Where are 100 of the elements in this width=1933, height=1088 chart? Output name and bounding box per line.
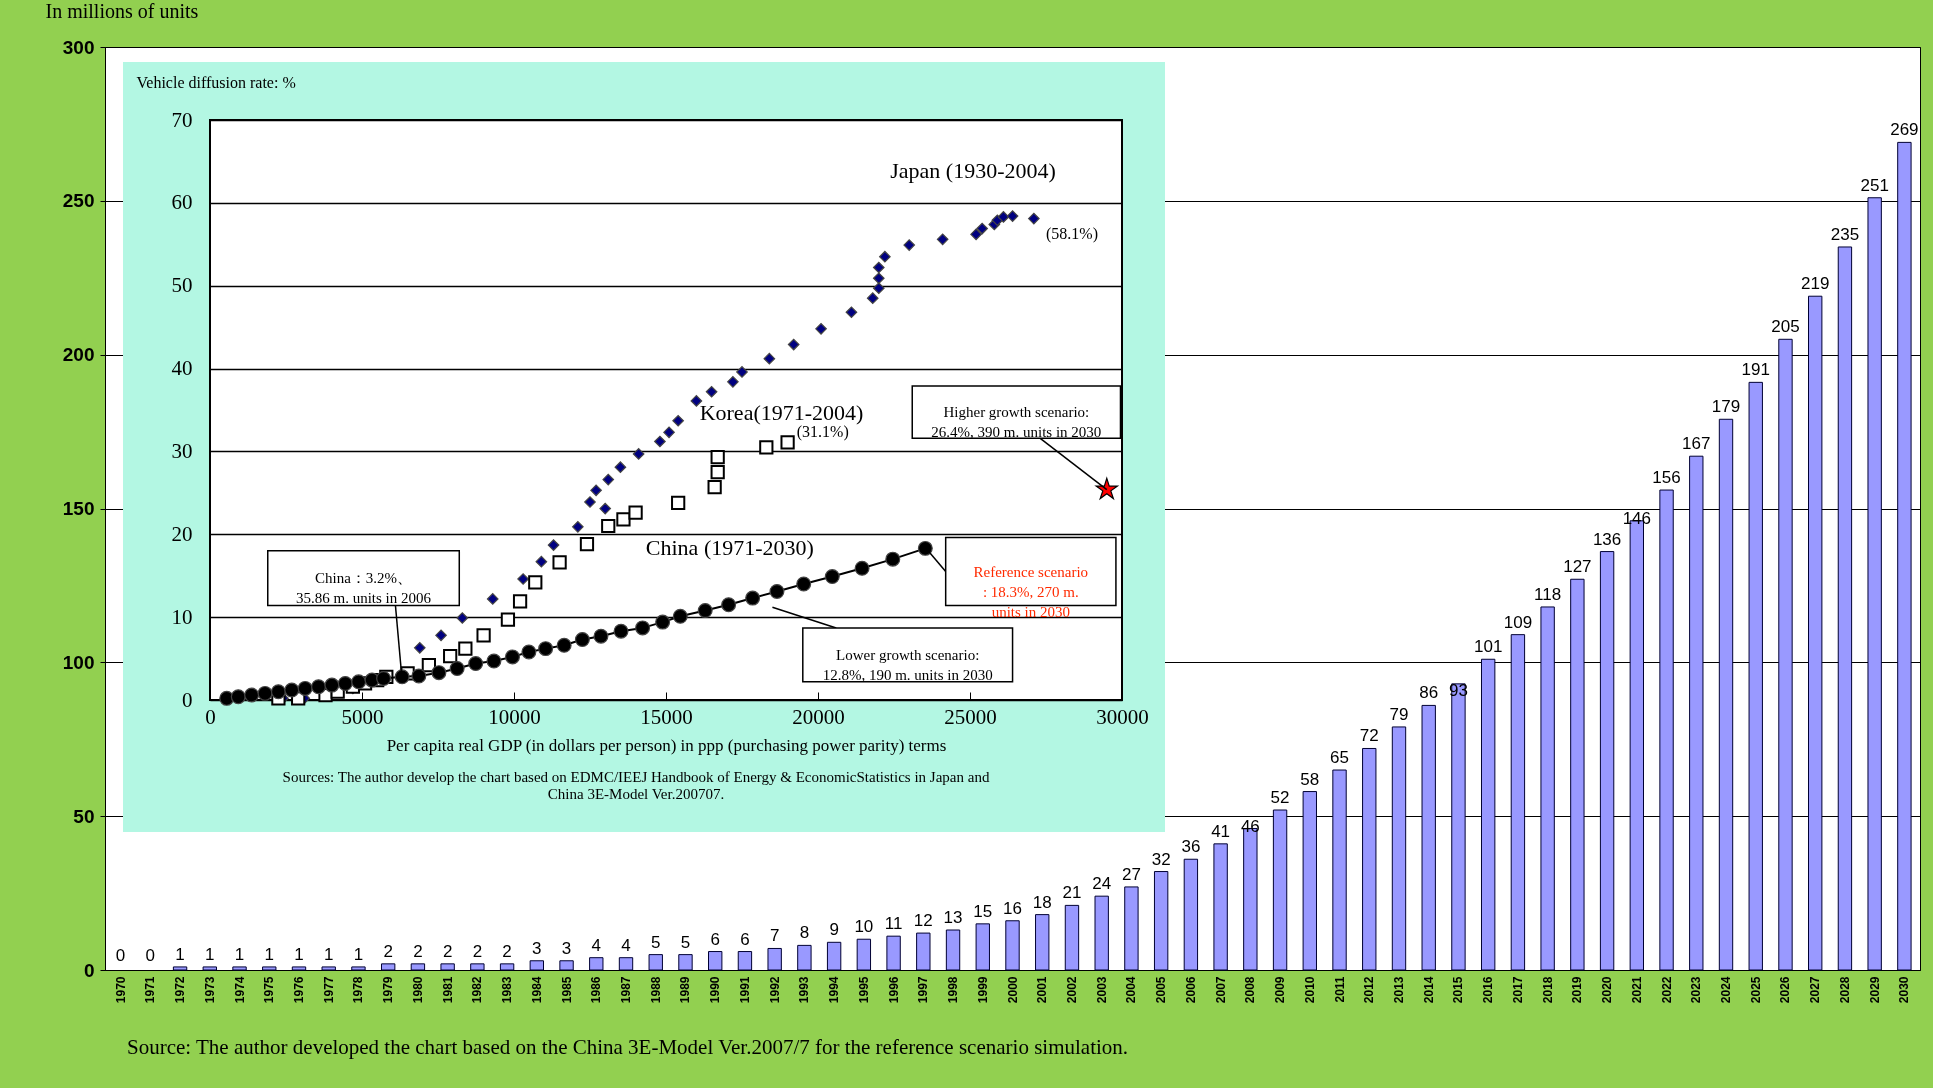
bar <box>1778 338 1793 971</box>
bar <box>1035 914 1050 971</box>
source-note: Source: The author developed the chart based on the China 3E-Model Ver.2007/7 for the reference scenario simulation. <box>127 1035 1129 1059</box>
y-tick-label: 70 <box>171 107 193 132</box>
x-tick-label: 2006 <box>1183 976 1198 1004</box>
y-tick-label: 40 <box>171 356 193 381</box>
y-axis-title: Vehicle diffusion rate: % <box>136 73 296 91</box>
bar <box>1362 747 1377 971</box>
bar <box>1153 871 1169 971</box>
x-tick-label: 2011 <box>1332 976 1347 1003</box>
bar <box>1510 634 1526 971</box>
point <box>599 502 612 515</box>
data-label: 2 <box>383 941 393 961</box>
x-tick-label: 2020 <box>1600 976 1615 1004</box>
data-label: 1 <box>353 944 364 964</box>
point <box>824 569 840 585</box>
x-tick-label: 1983 <box>500 976 515 1004</box>
bar <box>1272 809 1288 971</box>
x-tick-label: 1974 <box>232 976 247 1004</box>
data-label: 0 <box>115 946 126 965</box>
point <box>486 593 499 605</box>
data-label: 2 <box>502 941 512 961</box>
bar <box>1451 683 1466 971</box>
bar <box>380 963 396 971</box>
x-tick-label: 2018 <box>1540 976 1555 1004</box>
data-label: 65 <box>1330 748 1349 768</box>
bar <box>1867 197 1882 971</box>
series-label: China (1971-2030) <box>645 535 814 561</box>
bar <box>1540 606 1555 971</box>
data-label: 0 <box>145 946 156 965</box>
x-tick-label: 2015 <box>1451 976 1466 1004</box>
point <box>1028 212 1040 225</box>
point <box>547 539 560 551</box>
y-tick-label: 60 <box>171 190 193 215</box>
bar <box>321 966 336 971</box>
x-tick-label: 2024 <box>1719 976 1734 1004</box>
point <box>796 576 812 592</box>
x-tick-label: 1998 <box>946 976 961 1004</box>
point <box>435 629 447 642</box>
point <box>528 575 543 590</box>
data-label: 2 <box>413 941 423 961</box>
x-tick-label: 2023 <box>1689 976 1704 1004</box>
bar <box>975 923 990 971</box>
point <box>763 352 776 365</box>
y-tick-label: 0 <box>83 959 95 981</box>
point <box>486 653 502 669</box>
point <box>593 628 609 644</box>
point <box>815 322 827 335</box>
point <box>628 505 643 520</box>
data-label: 8 <box>799 923 810 943</box>
data-label: 21 <box>1062 883 1082 903</box>
bar <box>856 938 872 971</box>
point <box>780 435 795 450</box>
bar <box>648 954 663 971</box>
data-label: 2 <box>472 941 483 961</box>
point <box>872 282 885 295</box>
point <box>311 679 327 695</box>
data-label: 4 <box>591 935 602 955</box>
point <box>512 594 528 609</box>
point <box>456 612 469 624</box>
data-label: 27 <box>1121 864 1141 884</box>
x-tick-label: 1979 <box>381 976 396 1004</box>
x-tick-label: 2007 <box>1213 976 1228 1004</box>
point <box>736 366 748 378</box>
x-tick-label: 5000 <box>341 704 384 729</box>
data-label: 41 <box>1211 821 1231 841</box>
x-tick-label: 15000 <box>640 704 693 729</box>
bar <box>440 963 455 971</box>
point <box>787 338 800 351</box>
data-label: 24 <box>1092 874 1112 894</box>
annotation: (31.1%) <box>796 423 849 442</box>
point <box>936 233 949 246</box>
point <box>903 239 916 251</box>
x-tick-label: 2022 <box>1659 976 1674 1004</box>
x-tick-label: 2027 <box>1808 976 1823 1004</box>
data-label: 1 <box>234 944 245 964</box>
data-label: 6 <box>710 929 720 949</box>
annotation: (58.1%) <box>1046 224 1098 243</box>
data-label: 3 <box>561 938 572 958</box>
y-tick-label: 50 <box>171 273 193 298</box>
point <box>476 628 491 643</box>
x-tick-label: 1980 <box>410 976 425 1004</box>
bar <box>1897 141 1912 971</box>
point <box>284 682 300 698</box>
data-label: 5 <box>680 932 691 952</box>
bar <box>737 951 753 971</box>
x-axis-title: Per capita real GDP (in dollars per person) in ppp (purchasing power parity) terms <box>386 735 947 755</box>
bar <box>1213 843 1228 971</box>
x-tick-label: 2016 <box>1481 976 1496 1004</box>
x-tick-label: 1986 <box>589 976 604 1004</box>
data-label: 11 <box>884 914 903 934</box>
data-label: 9 <box>829 920 839 940</box>
point <box>697 603 713 618</box>
x-tick-label: 1999 <box>975 976 990 1004</box>
point <box>632 448 645 460</box>
x-tick-label: 2028 <box>1837 976 1852 1004</box>
data-label: 118 <box>1534 584 1562 604</box>
annotation: Reference scenario : 18.3%, 270 m. units in 2030 <box>973 563 1089 620</box>
bar <box>351 966 366 971</box>
point <box>517 573 529 585</box>
